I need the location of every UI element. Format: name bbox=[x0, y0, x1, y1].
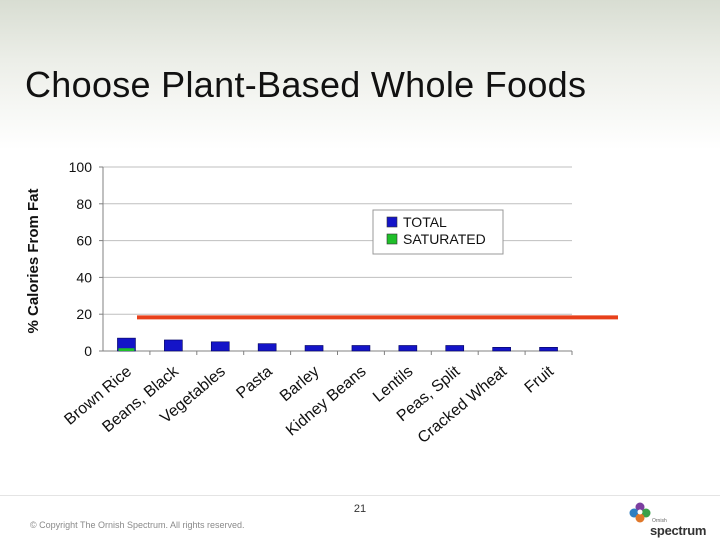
x-tick-label: Fruit bbox=[522, 363, 558, 397]
y-axis-label: % Calories From Fat bbox=[25, 188, 42, 333]
legend-swatch bbox=[386, 233, 398, 245]
legend-swatch bbox=[386, 216, 398, 228]
bar-total bbox=[164, 339, 183, 352]
spectrum-logo-icon bbox=[629, 502, 651, 523]
legend-label: TOTAL bbox=[403, 214, 447, 230]
copyright-notice: © Copyright The Ornish Spectrum. All rig… bbox=[30, 520, 245, 530]
logo-small-text: Ornish bbox=[652, 518, 667, 524]
logo-text: spectrum bbox=[650, 523, 707, 538]
y-tick-label: 20 bbox=[76, 306, 92, 322]
y-tick-label: 80 bbox=[76, 196, 92, 212]
bar-total bbox=[351, 345, 371, 352]
x-tick-label: Cracked Wheat bbox=[415, 363, 511, 447]
y-tick-label: 0 bbox=[84, 343, 92, 359]
background-wash bbox=[0, 0, 720, 150]
bar-total bbox=[398, 345, 418, 352]
x-tick-label: Pasta bbox=[233, 363, 275, 402]
bar-total bbox=[445, 345, 465, 352]
footer-divider bbox=[0, 495, 720, 496]
bar-total bbox=[304, 345, 324, 352]
y-tick-label: 100 bbox=[69, 159, 93, 175]
bar-saturated bbox=[118, 348, 135, 351]
y-tick-label: 60 bbox=[76, 233, 92, 249]
y-tick-label: 40 bbox=[76, 269, 92, 285]
bar-total bbox=[257, 343, 277, 352]
bar-total bbox=[210, 341, 230, 352]
bar-total bbox=[492, 347, 511, 352]
slide-title: Choose Plant-Based Whole Foods bbox=[25, 64, 587, 105]
legend-label: SATURATED bbox=[403, 231, 486, 247]
page-number: 21 bbox=[353, 503, 367, 515]
bar-total bbox=[539, 347, 558, 352]
x-tick-label: Kidney Beans bbox=[283, 363, 370, 439]
